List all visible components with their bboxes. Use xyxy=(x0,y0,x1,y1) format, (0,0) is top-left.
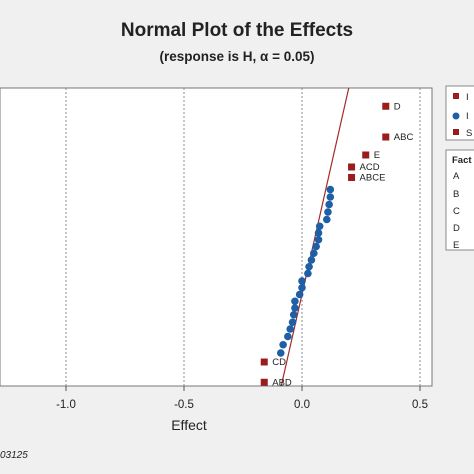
x-tick-labels: -1.0 -0.5 0.0 0.5 xyxy=(56,399,428,411)
not-significant-point xyxy=(286,325,295,333)
not-significant-point xyxy=(322,215,331,224)
significant-point xyxy=(260,358,268,366)
legend1-item-3: S xyxy=(466,128,472,139)
significant-point xyxy=(260,378,268,386)
factor-legend-box xyxy=(445,149,474,251)
legend1-item-2: I xyxy=(466,111,469,122)
legend-square-marker xyxy=(453,93,459,99)
not-significant-point xyxy=(304,269,312,278)
x-axis-label: Effect xyxy=(171,417,207,433)
x-tick-label: -0.5 xyxy=(174,399,194,411)
not-significant-point xyxy=(307,256,316,264)
significant-point xyxy=(382,133,390,141)
x-ticks xyxy=(65,386,421,391)
reference-line xyxy=(280,87,350,387)
significant-points xyxy=(260,102,390,386)
not-significant-point xyxy=(295,290,304,299)
not-significant-point xyxy=(276,349,285,357)
effect-type-legend-box xyxy=(445,85,474,141)
not-significant-point xyxy=(325,200,333,209)
factor-legend-item-d: D xyxy=(453,223,460,234)
significant-point xyxy=(362,151,370,159)
not-significant-point xyxy=(298,283,306,292)
not-significant-point xyxy=(284,332,292,341)
significant-point-label: ABD xyxy=(272,377,292,388)
not-significant-point xyxy=(314,229,323,237)
chart-subtitle: (response is H, α = 0.05) xyxy=(160,49,315,64)
x-tick-label: 0.0 xyxy=(294,399,310,411)
x-tick-label: -1.0 xyxy=(56,399,76,411)
significant-point-label: E xyxy=(374,150,380,161)
grid-lines xyxy=(65,88,421,386)
factor-legend: Fact A B C D E xyxy=(445,149,474,251)
legend-circle-marker xyxy=(452,112,460,120)
not-significant-point xyxy=(291,304,299,312)
plot-area xyxy=(0,87,433,387)
significant-point-label: ABC xyxy=(394,132,414,143)
not-significant-point xyxy=(288,318,297,327)
significant-point-label: ACD xyxy=(360,162,380,173)
legend-square-marker-2 xyxy=(453,129,459,135)
not-significant-point xyxy=(326,193,335,201)
not-significant-points xyxy=(276,185,335,357)
not-significant-point xyxy=(314,235,323,244)
factor-legend-item-c: C xyxy=(453,206,460,217)
significant-point xyxy=(348,174,356,181)
not-significant-point xyxy=(289,310,298,319)
not-significant-point xyxy=(324,208,332,216)
not-significant-point xyxy=(291,297,299,306)
not-significant-point xyxy=(305,262,313,271)
not-significant-point xyxy=(298,277,306,285)
chart-title: Normal Plot of the Effects xyxy=(121,20,353,41)
significant-point-label: D xyxy=(394,101,401,112)
significant-point xyxy=(348,163,356,171)
factor-legend-item-b: B xyxy=(453,189,459,200)
factor-legend-item-e: E xyxy=(453,240,459,251)
effect-type-legend: I I S xyxy=(445,85,474,141)
not-significant-point xyxy=(310,249,318,258)
factor-legend-item-a: A xyxy=(453,171,460,182)
x-tick-label: 0.5 xyxy=(412,399,428,411)
not-significant-point xyxy=(315,222,324,231)
not-significant-point xyxy=(312,242,320,251)
factor-legend-title: Fact xyxy=(452,155,472,166)
footnote: 03125 xyxy=(0,450,28,461)
not-significant-point xyxy=(279,340,287,349)
not-significant-point xyxy=(326,185,335,194)
legend1-item-1: I xyxy=(466,92,469,103)
significant-point xyxy=(382,102,390,110)
significant-point-label: CD xyxy=(272,357,286,368)
significant-point-label: ABCE xyxy=(360,173,386,184)
